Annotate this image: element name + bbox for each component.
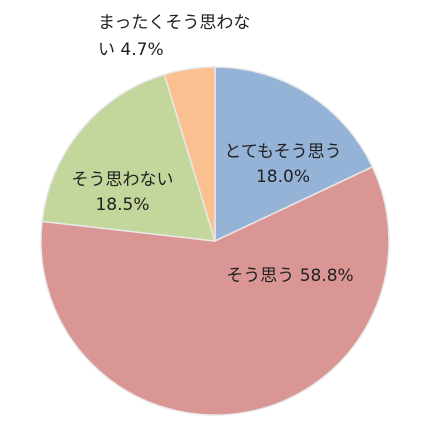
category-label: そう思わない bbox=[71, 170, 174, 190]
pie-slice bbox=[41, 73, 217, 242]
pie-slice bbox=[214, 66, 374, 243]
slice-label: そう思う 58.8% bbox=[205, 264, 375, 289]
category-label: まったくそう思わない bbox=[98, 13, 251, 60]
slice-label: まったくそう思わない 4.7% bbox=[98, 10, 260, 64]
value-label: 18.5% bbox=[95, 195, 150, 215]
pie-slice bbox=[40, 165, 390, 416]
slice-label: そう思わない 18.5% bbox=[55, 168, 190, 218]
category-label: とてもそう思う bbox=[224, 142, 342, 162]
category-label: そう思う bbox=[226, 266, 295, 286]
value-label: 58.8% bbox=[299, 266, 354, 286]
slice-label: とてもそう思う 18.0% bbox=[213, 140, 353, 190]
value-label: 4.7% bbox=[120, 40, 164, 60]
value-label: 18.0% bbox=[255, 167, 310, 187]
pie-slice bbox=[163, 66, 216, 242]
